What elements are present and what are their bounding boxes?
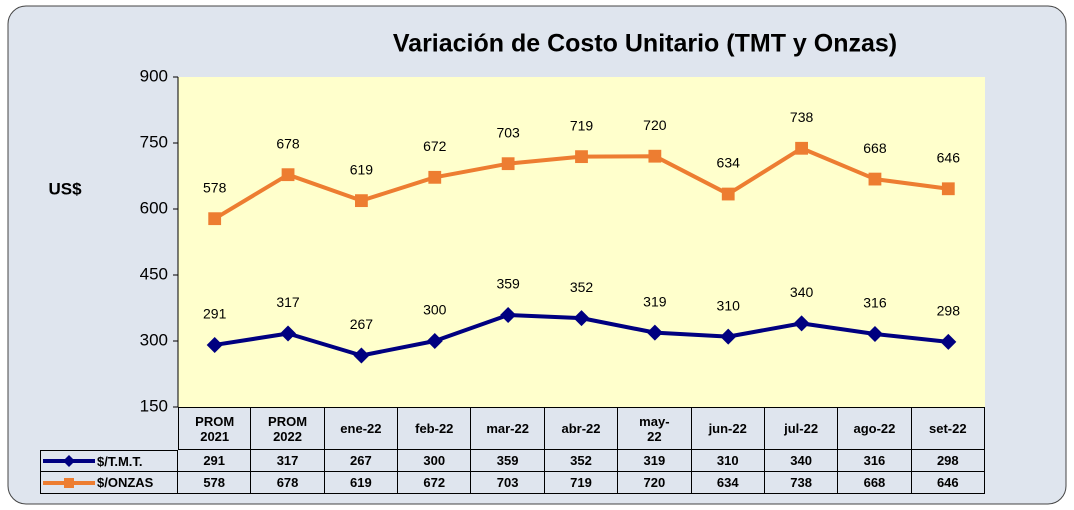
- table-header: abr-22: [544, 407, 619, 450]
- legend-label: $/T.M.T.: [97, 453, 143, 469]
- table-value: 578: [178, 472, 252, 494]
- marker: [575, 150, 588, 164]
- legend-icon: [43, 455, 95, 467]
- marker: [353, 347, 370, 364]
- marker: [428, 170, 442, 184]
- table-value: 319: [618, 450, 692, 472]
- data-label: 738: [790, 109, 814, 125]
- table-header: mar-22: [471, 407, 545, 450]
- marker: [720, 328, 737, 345]
- marker: [648, 149, 662, 163]
- table-value: 668: [838, 472, 912, 494]
- table-value: 352: [544, 450, 619, 472]
- data-label: 619: [350, 161, 374, 177]
- marker: [793, 315, 810, 332]
- data-label: 316: [863, 295, 887, 311]
- y-axis-label: US$: [48, 179, 82, 198]
- marker: [206, 336, 223, 353]
- plot-area: [178, 77, 985, 407]
- legend-entry: $/ONZAS: [40, 472, 178, 494]
- legend-entry: $/T.M.T.: [40, 450, 178, 472]
- y-tick-label: 450: [140, 264, 168, 283]
- data-label: 310: [717, 297, 741, 313]
- y-tick-label: 150: [140, 396, 168, 415]
- marker: [868, 172, 882, 186]
- marker: [501, 157, 515, 171]
- data-label: 719: [570, 117, 594, 133]
- data-label: 678: [276, 135, 300, 151]
- table-value: 298: [911, 450, 985, 472]
- data-label: 646: [937, 149, 961, 165]
- table-value: 719: [544, 472, 619, 494]
- table-value: 267: [324, 450, 399, 472]
- marker: [795, 141, 808, 155]
- table-value: 317: [251, 450, 325, 472]
- legend-icon: [43, 477, 95, 488]
- table-header: feb-22: [398, 407, 472, 450]
- table-value: 634: [691, 472, 765, 494]
- marker: [941, 182, 955, 196]
- table-header: may-22: [618, 407, 692, 450]
- table-header: PROM 2022: [251, 407, 325, 450]
- table-value: 359: [471, 450, 545, 472]
- legend-label: $/ONZAS: [97, 475, 154, 490]
- y-tick-label: 300: [140, 330, 168, 349]
- table-value: 703: [471, 472, 545, 494]
- data-label: 267: [350, 316, 374, 332]
- marker: [280, 325, 297, 342]
- table-value: 672: [398, 472, 472, 494]
- data-label: 298: [937, 303, 961, 319]
- table-value: 300: [398, 450, 472, 472]
- data-label: 291: [203, 306, 227, 322]
- marker: [426, 333, 443, 349]
- table-header: jun-22: [691, 407, 765, 450]
- table-value: 738: [764, 472, 839, 494]
- y-tick-label: 900: [140, 66, 168, 85]
- table-value: 646: [911, 472, 985, 494]
- data-label: 634: [717, 155, 741, 171]
- data-label: 578: [203, 179, 227, 195]
- marker: [355, 194, 368, 208]
- table-header: ago-22: [838, 407, 912, 450]
- chart-title: Variación de Costo Unitario (TMT y Onzas…: [393, 30, 897, 58]
- table-value: 619: [324, 472, 399, 494]
- marker: [208, 212, 222, 226]
- table-value: 316: [838, 450, 912, 472]
- data-label: 720: [643, 117, 667, 133]
- marker: [500, 307, 517, 324]
- data-label: 317: [276, 294, 300, 310]
- y-tick-label: 750: [140, 132, 168, 151]
- marker: [646, 324, 663, 341]
- marker: [940, 333, 957, 350]
- data-label: 359: [496, 276, 520, 292]
- table-header: set-22: [911, 407, 985, 450]
- table-header: PROM 2021: [178, 407, 252, 450]
- data-label: 300: [423, 302, 447, 318]
- table-value: 720: [618, 472, 692, 494]
- data-label: 319: [643, 293, 667, 309]
- table-value: 340: [764, 450, 839, 472]
- marker: [281, 168, 295, 182]
- table-value: 291: [178, 450, 252, 472]
- data-label: 672: [423, 138, 447, 154]
- data-label: 703: [496, 124, 520, 140]
- table-header: jul-22: [764, 407, 839, 450]
- data-label: 340: [790, 284, 814, 300]
- table-value: 310: [691, 450, 765, 472]
- marker: [721, 187, 735, 201]
- data-label: 668: [863, 140, 887, 156]
- table-header: ene-22: [324, 407, 399, 450]
- y-tick-label: 600: [140, 198, 168, 217]
- marker: [866, 325, 883, 342]
- marker: [573, 310, 590, 327]
- table-value: 678: [251, 472, 325, 494]
- data-label: 352: [570, 279, 594, 295]
